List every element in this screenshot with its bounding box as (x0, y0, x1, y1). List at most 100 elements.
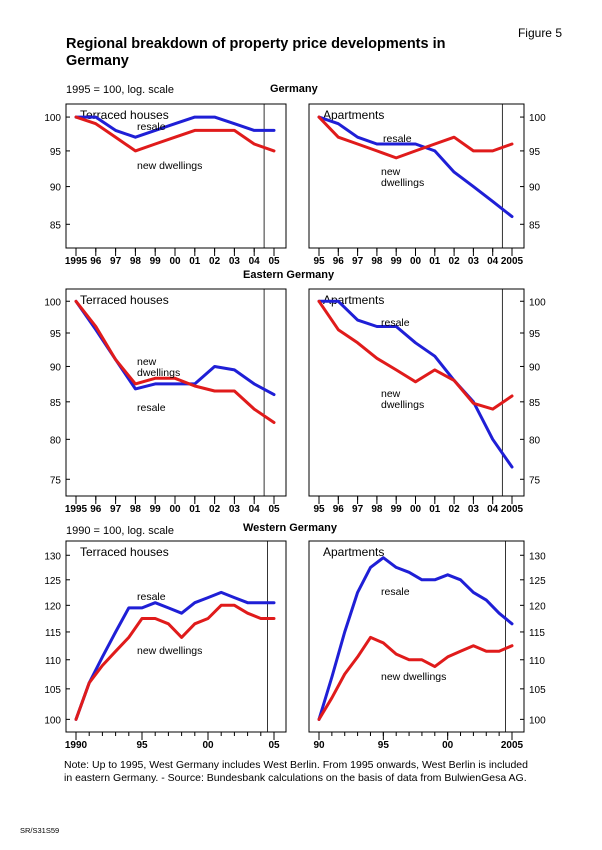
series-label: new dwellings (381, 388, 424, 411)
x-tick-label: 95 (313, 504, 325, 515)
x-tick-label: 97 (110, 256, 122, 267)
x-tick-label: 98 (371, 504, 383, 515)
x-tick-label: 2005 (501, 256, 524, 267)
x-tick-label: 03 (229, 504, 241, 515)
x-tick-label: 96 (90, 504, 102, 515)
series-line-resale (74, 115, 276, 139)
y-tick-label: 125 (529, 576, 546, 587)
x-tick-label: 01 (189, 256, 201, 267)
x-tick-label: 95 (313, 256, 325, 267)
x-tick-label: 99 (150, 256, 162, 267)
x-tick-label: 02 (209, 256, 221, 267)
series-line-resale (74, 590, 276, 721)
y-tick-label: 120 (44, 601, 61, 612)
y-tick-label: 95 (529, 147, 541, 158)
x-tick-label: 98 (130, 504, 142, 515)
y-tick-label: 110 (529, 656, 545, 667)
x-tick-label: 00 (410, 256, 422, 267)
panel-title: Apartments (323, 293, 384, 307)
x-tick-label: 01 (429, 256, 441, 267)
series-label: resale (381, 317, 410, 329)
x-tick-label: 04 (487, 256, 499, 267)
y-tick-label: 80 (50, 435, 62, 446)
y-tick-label: 130 (529, 551, 546, 562)
x-tick-label: 1990 (65, 740, 88, 751)
series-label: resale (137, 121, 166, 133)
x-tick-label: 97 (352, 504, 364, 515)
y-tick-label: 75 (529, 475, 541, 486)
chart-frame (65, 103, 287, 249)
y-tick-label: 85 (50, 220, 62, 231)
figure-title: Regional breakdown of property price dev… (66, 36, 446, 69)
region-title-germany: Germany (270, 83, 319, 95)
source-note: Note: Up to 1995, West Germany includes … (64, 759, 528, 784)
y-tick-label: 110 (45, 656, 61, 667)
x-tick-label: 99 (391, 504, 403, 515)
region-title-eastern: Eastern Germany (243, 269, 335, 281)
y-tick-label: 100 (44, 297, 61, 308)
x-tick-label: 02 (209, 504, 221, 515)
x-tick-label: 00 (169, 256, 181, 267)
y-tick-label: 95 (50, 329, 62, 340)
x-tick-label: 97 (352, 256, 364, 267)
y-tick-label: 85 (50, 398, 62, 409)
x-tick-label: 96 (333, 256, 345, 267)
chart-frame (308, 288, 525, 497)
y-tick-label: 120 (529, 601, 546, 612)
chart-panel-2: Apartments 85 90 95 100 95 96 97 98 99 00 01 02 03 04 2… (308, 103, 546, 267)
y-tick-label: 100 (529, 113, 546, 124)
y-tick-label: 85 (529, 220, 541, 231)
x-tick-label: 00 (442, 740, 454, 751)
x-tick-label: 03 (229, 256, 241, 267)
region-title-western: Western Germany (243, 522, 338, 534)
x-tick-label: 05 (268, 740, 280, 751)
y-tick-label: 75 (50, 475, 62, 486)
x-tick-label: 04 (487, 504, 499, 515)
y-tick-label: 115 (529, 628, 545, 639)
chart-frame (308, 540, 525, 733)
scale-note-1995: 1995 = 100, log. scale (66, 84, 174, 96)
series-label: new dwellings (137, 160, 202, 172)
panel-title: Apartments (323, 108, 384, 122)
x-tick-label: 03 (468, 256, 480, 267)
series-line-new-dwellings (317, 299, 514, 411)
x-tick-label: 04 (249, 256, 261, 267)
y-tick-label: 95 (50, 147, 62, 158)
y-tick-label: 115 (45, 628, 61, 639)
y-tick-label: 90 (529, 183, 541, 194)
y-tick-label: 125 (44, 576, 61, 587)
y-tick-label: 100 (529, 715, 546, 726)
x-tick-label: 05 (268, 256, 280, 267)
series-label: resale (137, 591, 166, 603)
x-tick-label: 95 (136, 740, 148, 751)
x-tick-label: 04 (249, 504, 261, 515)
chart-panel-3: Terraced houses 75 80 85 90 95 100 1995 96 97 98 99… (44, 288, 287, 515)
series-label: resale (381, 586, 410, 598)
x-tick-label: 00 (202, 740, 214, 751)
chart-frame (65, 288, 287, 497)
x-tick-label: 2005 (501, 740, 524, 751)
x-tick-label: 99 (391, 256, 403, 267)
x-tick-label: 02 (449, 256, 461, 267)
y-tick-label: 90 (50, 183, 62, 194)
x-tick-label: 90 (313, 740, 325, 751)
x-tick-label: 03 (468, 504, 480, 515)
series-line-new-dwellings (74, 603, 276, 721)
x-tick-label: 99 (150, 504, 162, 515)
series-label: new dwellings (381, 166, 424, 189)
chart-panel-5: Terraced houses 100 105 110 115 120 125 130 1990… (44, 540, 287, 751)
panel-title: Apartments (323, 545, 384, 559)
series-line-new-dwellings (317, 635, 514, 721)
series-line-resale (317, 115, 514, 219)
panel-title: Terraced houses (80, 545, 169, 559)
y-tick-label: 85 (529, 398, 541, 409)
series-label: new dwellings (137, 645, 202, 657)
x-tick-label: 1995 (65, 504, 88, 515)
x-tick-label: 00 (410, 504, 422, 515)
x-tick-label: 1995 (65, 256, 88, 267)
series-line-resale (317, 556, 514, 721)
y-tick-label: 130 (44, 551, 61, 562)
x-tick-label: 95 (378, 740, 390, 751)
series-line-new-dwellings (74, 299, 276, 424)
